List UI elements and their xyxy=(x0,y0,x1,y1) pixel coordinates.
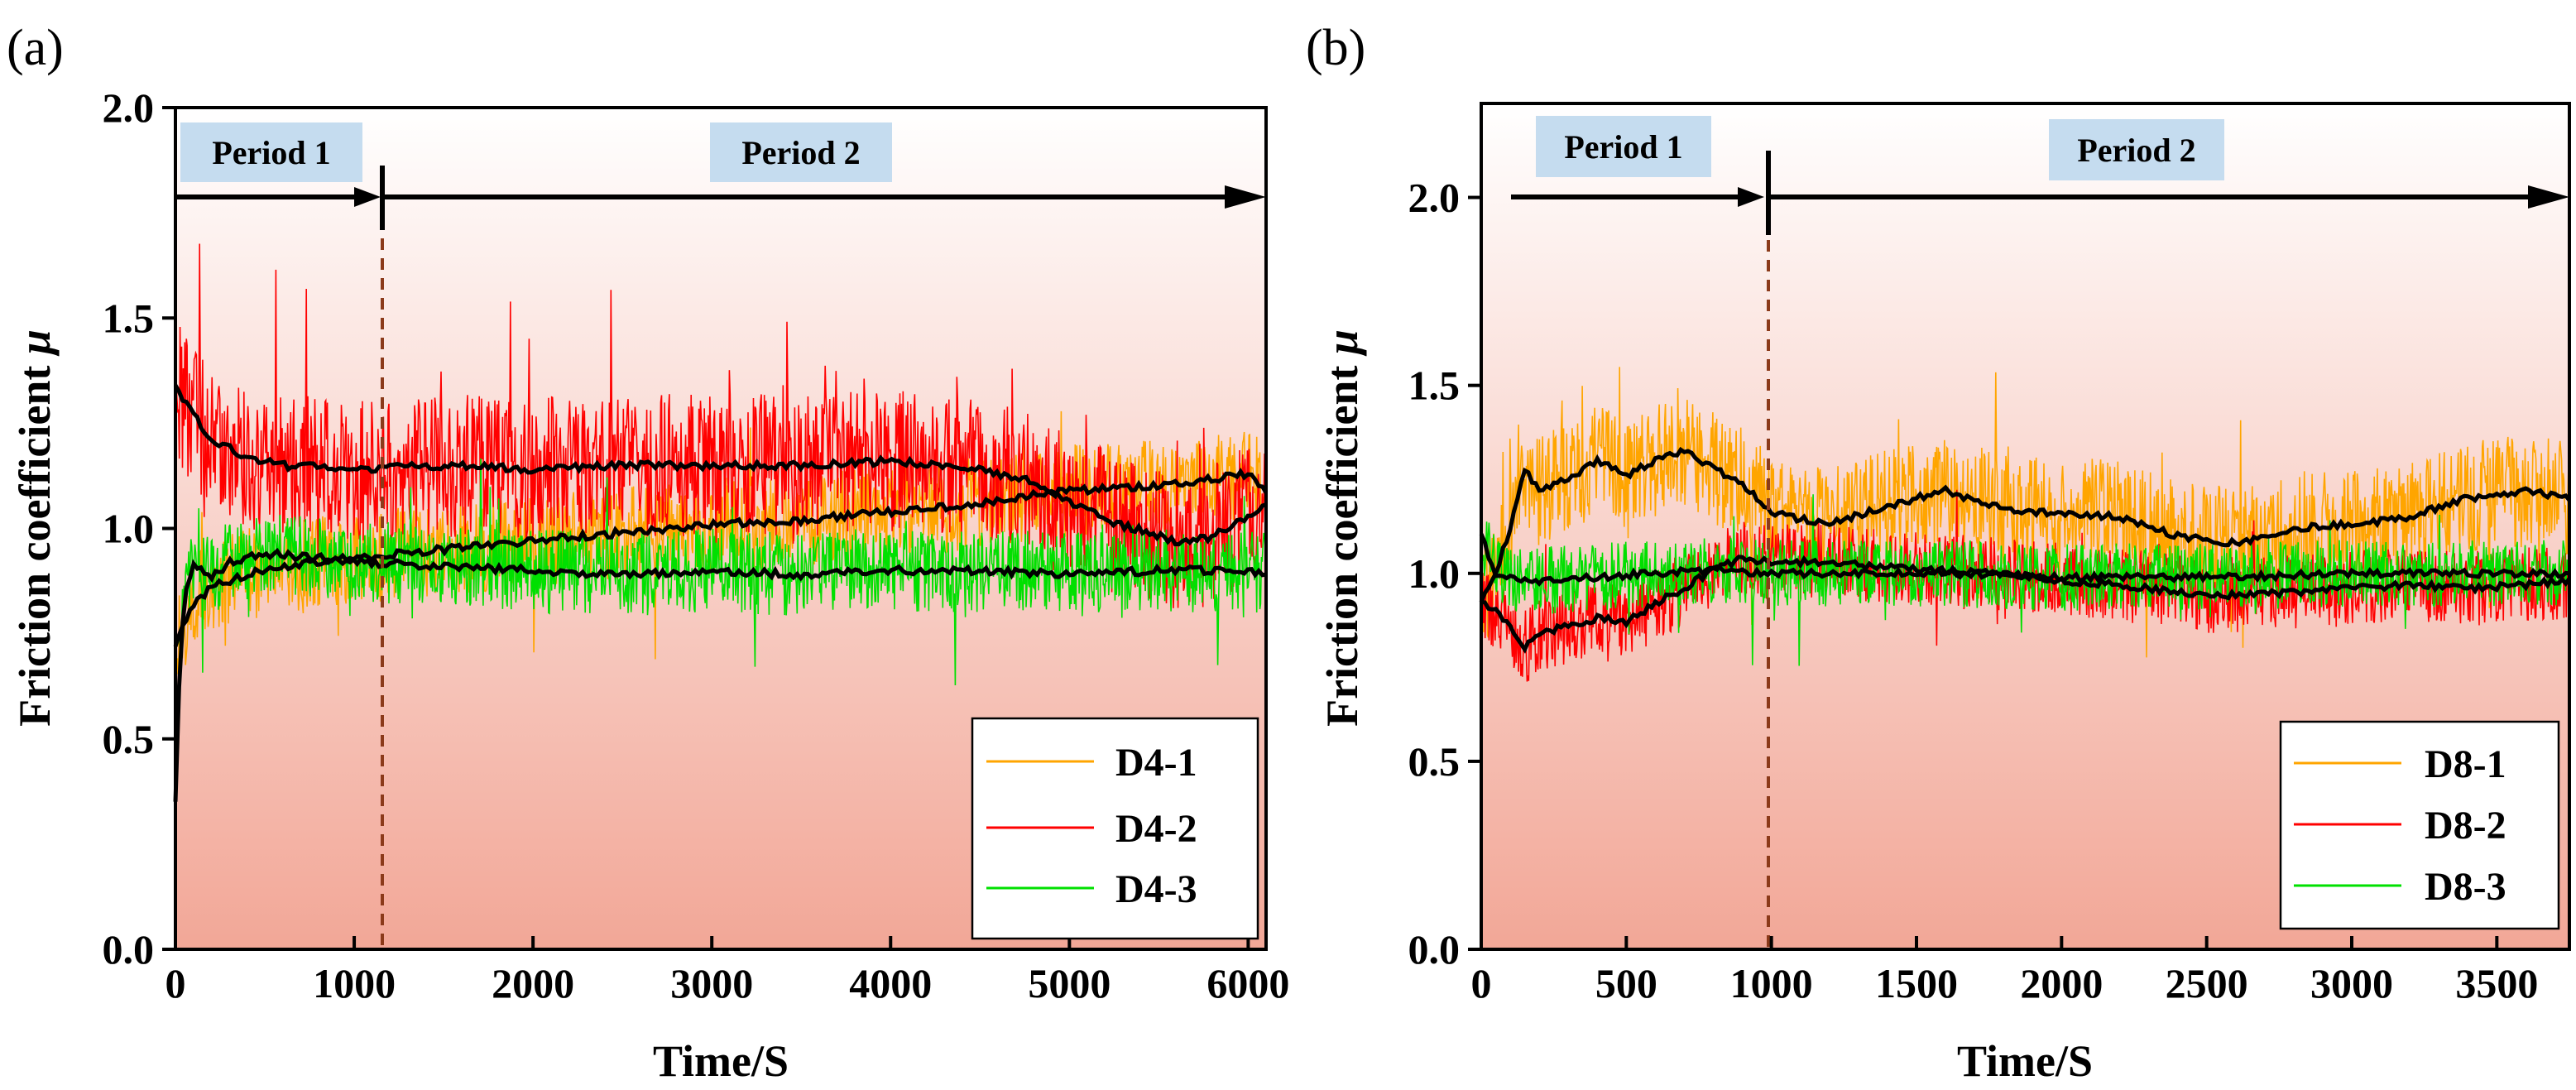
y-tick-label-b-1: 1.0 xyxy=(1408,550,1461,597)
legend-label-d8-1: D8-1 xyxy=(2425,742,2506,786)
x-tick-label-b-2000: 2000 xyxy=(2020,960,2103,1006)
period-1-box-b xyxy=(1536,116,1711,177)
y-tick-label-a-1: 1.0 xyxy=(103,506,155,552)
series-trace-d8-1 xyxy=(1480,367,2570,658)
legend-label-d4-2: D4-2 xyxy=(1115,807,1197,851)
y-tick-label-a-0.5: 0.5 xyxy=(103,716,155,762)
x-tick-label-a-0: 0 xyxy=(165,960,186,1006)
y-axis-title-a: Friction coefficient μ xyxy=(10,329,60,727)
y-ticks-b: 0.0 0.5 1.0 1.5 2.0 xyxy=(1408,175,1481,972)
y-tick-label-b-1.5: 1.5 xyxy=(1408,363,1461,409)
period-2-box-b xyxy=(2049,119,2224,180)
y-tick-label-a-0: 0.0 xyxy=(103,926,155,972)
y-tick-label-b-2: 2.0 xyxy=(1408,175,1461,221)
x-ticks-a: 0 1000 2000 3000 4000 5000 6000 xyxy=(165,936,1289,1006)
plot-frame-b xyxy=(1480,102,2571,951)
smoothed-lines-b xyxy=(1479,446,2572,654)
y-axis-title-text-a: Friction coefficient xyxy=(10,354,60,727)
x-tick-label-b-3500: 3500 xyxy=(2455,960,2538,1006)
panel-b: (b) Period 1 Period 2 0 500 1000 1500 2000 25… xyxy=(1306,20,2572,1086)
smoothed-lines-a xyxy=(173,384,1269,802)
panel-a: (a) Period 1 Period 2 0 1000 2000 3000 4000 5… xyxy=(7,20,1289,1086)
smoothed-line-d4-1 xyxy=(173,467,1269,647)
x-axis-title-a: Time/S xyxy=(653,1036,789,1086)
smoothed-line-d8-1 xyxy=(1479,446,2571,603)
x-tick-label-b-0: 0 xyxy=(1471,960,1492,1006)
y-axis-title-symbol-a: μ xyxy=(10,329,60,357)
series-line-d8-1-raw xyxy=(1480,367,2570,658)
x-tick-label-b-2500: 2500 xyxy=(2166,960,2248,1006)
period-2-label-b: Period 2 xyxy=(2077,132,2195,169)
panel-label-a: (a) xyxy=(7,20,64,76)
smoothed-line-d4-3 xyxy=(173,547,1267,802)
period-2-box-a xyxy=(710,122,892,182)
y-axis-title-text-b: Friction coefficient xyxy=(1317,354,1367,727)
legend-label-d8-2: D8-2 xyxy=(2425,804,2506,848)
x-tick-label-a-3000: 3000 xyxy=(670,960,753,1006)
x-tick-label-a-6000: 6000 xyxy=(1206,960,1289,1006)
panel-label-b: (b) xyxy=(1306,20,1365,76)
period-1-label-b: Period 1 xyxy=(1564,128,1682,166)
x-tick-label-a-5000: 5000 xyxy=(1028,960,1111,1006)
y-ticks-a: 0.0 0.5 1.0 1.5 2.0 xyxy=(103,84,175,972)
period-2-arrowhead-a xyxy=(1225,185,1266,209)
x-tick-label-a-1000: 1000 xyxy=(313,960,396,1006)
x-tick-label-b-1000: 1000 xyxy=(1730,960,1813,1006)
legend-label-d8-3: D8-3 xyxy=(2425,865,2506,909)
x-ticks-b: 0 500 1000 1500 2000 2500 3000 3500 xyxy=(1471,936,2538,1006)
smoothed-line-d4-2 xyxy=(173,384,1267,547)
x-tick-label-b-1500: 1500 xyxy=(1875,960,1958,1006)
y-axis-title-symbol-b: μ xyxy=(1317,329,1367,357)
x-tick-label-a-2000: 2000 xyxy=(492,960,574,1006)
y-tick-label-a-1.5: 1.5 xyxy=(103,295,155,341)
x-axis-title-b: Time/S xyxy=(1957,1036,2093,1086)
x-tick-label-a-4000: 4000 xyxy=(849,960,932,1006)
period-1-label-a: Period 1 xyxy=(212,134,330,171)
period-1-box-a xyxy=(180,122,362,182)
legend-label-d4-1: D4-1 xyxy=(1115,741,1197,785)
smoothed-line-d8-2 xyxy=(1480,555,2572,654)
x-tick-label-b-500: 500 xyxy=(1595,960,1657,1006)
y-axis-title-b: Friction coefficient μ xyxy=(1317,329,1367,727)
smoothed-line-d8-3 xyxy=(1479,533,2570,587)
x-tick-label-b-3000: 3000 xyxy=(2310,960,2393,1006)
period-1-arrowhead-b xyxy=(1738,187,1764,207)
legend-label-d4-3: D4-3 xyxy=(1115,867,1197,911)
period-2-arrowhead-b xyxy=(2528,185,2569,209)
y-tick-label-a-2: 2.0 xyxy=(103,84,155,131)
y-tick-label-b-0: 0.0 xyxy=(1408,926,1461,972)
period-1-arrowhead-a xyxy=(354,187,381,207)
y-tick-label-b-0.5: 0.5 xyxy=(1408,738,1461,785)
period-2-label-a: Period 2 xyxy=(741,134,860,171)
